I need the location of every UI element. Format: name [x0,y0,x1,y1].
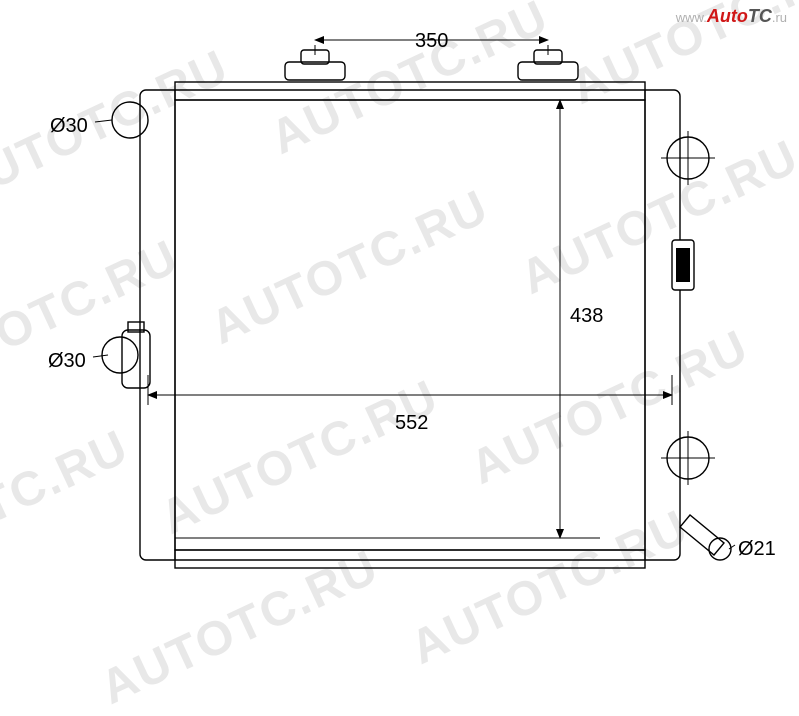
dim-552: 552 [395,412,428,435]
dim-350: 350 [415,30,448,53]
dia-21: Ø21 [738,538,776,561]
dim-438: 438 [570,305,603,328]
dia-30-top: Ø30 [50,115,88,138]
radiator-drawing [0,0,799,630]
dia-30-mid: Ø30 [48,350,86,373]
